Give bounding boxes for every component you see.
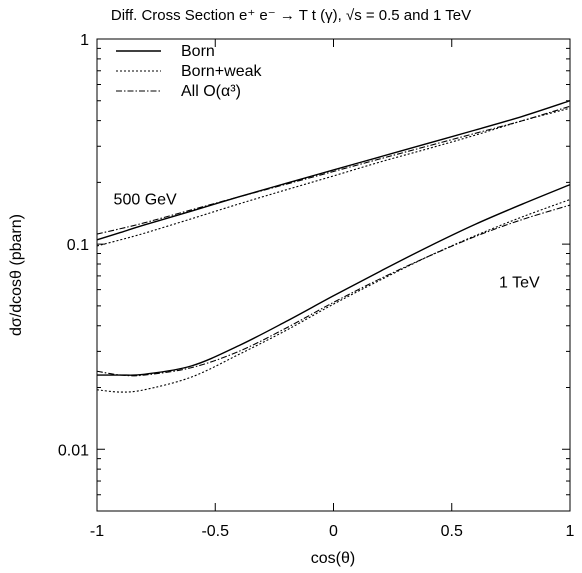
series-line-500-gev-dotted <box>96 107 571 247</box>
x-tick-label: -1 <box>90 523 104 540</box>
series-line-500-gev-solid <box>96 100 571 241</box>
legend: Born Born+weak All O(α³) <box>116 43 262 100</box>
x-tick-label: 0.5 <box>441 523 463 540</box>
x-axis: -1 -0.5 0 0.5 1 <box>90 39 575 540</box>
y-tick-label: 1 <box>80 32 89 49</box>
legend-label: Born+weak <box>181 63 262 80</box>
x-tick-label: -0.5 <box>201 523 229 540</box>
x-tick-label: 1 <box>566 523 575 540</box>
legend-label: Born <box>181 43 215 60</box>
y-axis: 0.01 0.1 1 <box>58 32 570 512</box>
annotations: 500 GeV 1 TeV <box>114 192 540 292</box>
series-annotation: 500 GeV <box>114 192 177 209</box>
x-tick-label: 0 <box>329 523 338 540</box>
series-line-500-gev-dashdot <box>96 105 571 235</box>
y-axis-label: dσ/dcosθ (pbarn) <box>8 214 25 336</box>
series-line-1-tev-dotted <box>96 198 571 393</box>
y-tick-label: 0.1 <box>67 237 89 254</box>
x-axis-label: cos(θ) <box>311 550 355 567</box>
series-annotation: 1 TeV <box>499 275 540 292</box>
chart-title: Diff. Cross Section e⁺ e⁻ → T t (γ), √s … <box>111 7 471 24</box>
series-line-1-tev-solid <box>96 183 571 376</box>
legend-label: All O(α³) <box>181 83 241 100</box>
y-tick-label: 0.01 <box>58 442 89 459</box>
series-lines <box>96 100 571 393</box>
